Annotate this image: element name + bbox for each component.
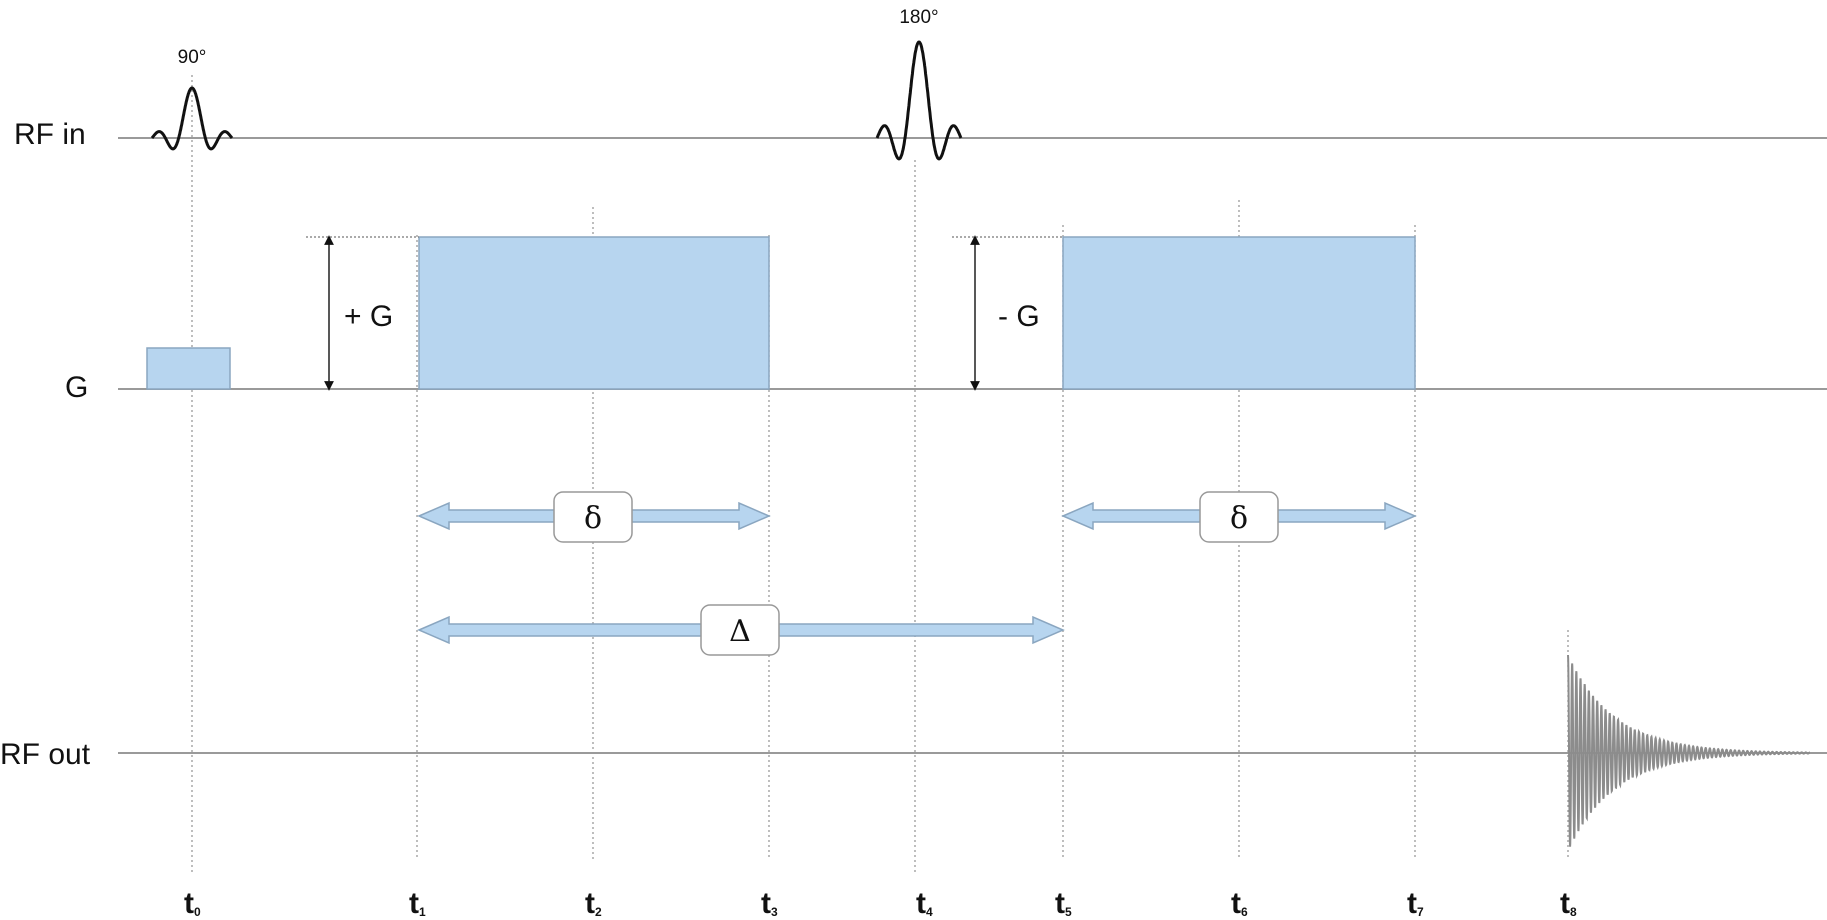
time-label-t2: t2 (585, 887, 602, 920)
interval-label-delta-1: δ (584, 501, 602, 536)
pulse-180-label: 180° (899, 7, 938, 28)
row-label-rf-in: RF in (14, 118, 86, 151)
gradient-label-plus: + G (344, 300, 393, 333)
rf-pulse-180 (875, 40, 963, 161)
time-label-t1: t1 (409, 887, 426, 920)
gradient-pulse-positive (418, 236, 770, 390)
gradient-label-minus: - G (998, 300, 1040, 333)
time-label-t4: t4 (916, 887, 933, 920)
time-axis-labels: t0 t1 t2 t3 t4 t5 t6 t7 t8 (184, 887, 1577, 920)
echo-signal (1567, 654, 1811, 847)
interval-label-delta-2: δ (1230, 501, 1248, 536)
row-label-g: G (65, 371, 88, 404)
time-label-t5: t5 (1055, 887, 1072, 920)
gradient-pulse-negative (1062, 236, 1416, 390)
time-label-t0: t0 (184, 887, 201, 920)
time-label-t8: t8 (1560, 887, 1577, 920)
pulse-90-label: 90° (178, 47, 207, 68)
amplitude-marker-minus (952, 235, 1063, 391)
rf-pulse-90 (150, 86, 234, 151)
interval-box-big-delta (700, 604, 780, 656)
slice-gradient-pulse (146, 347, 231, 390)
time-label-t3: t3 (761, 887, 778, 920)
time-label-t7: t7 (1407, 887, 1424, 920)
amplitude-marker-plus (306, 235, 419, 391)
time-label-t6: t6 (1231, 887, 1248, 920)
row-label-rf-out: RF out (0, 738, 91, 771)
time-guides (191, 75, 1569, 875)
interval-box-delta-2 (1199, 491, 1279, 543)
interval-label-big-delta: Δ (729, 614, 751, 649)
interval-box-delta-1 (553, 491, 633, 543)
